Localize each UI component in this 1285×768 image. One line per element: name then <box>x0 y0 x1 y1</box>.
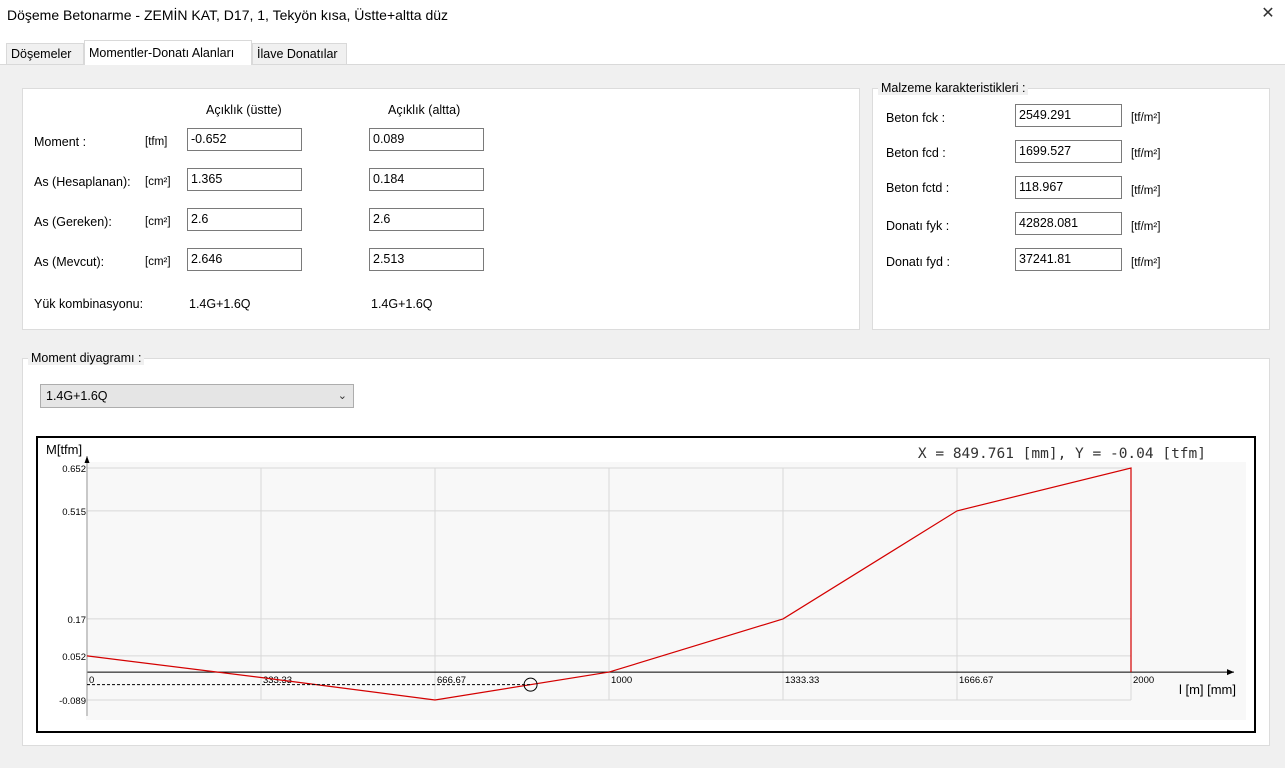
fyk-field[interactable]: 42828.081 <box>1015 212 1122 235</box>
fcd-field[interactable]: 1699.527 <box>1015 140 1122 163</box>
x-tick-label: 1666.67 <box>959 675 993 686</box>
plot-area <box>86 462 1246 720</box>
window-title: Döşeme Betonarme - ZEMİN KAT, D17, 1, Te… <box>7 7 449 23</box>
series-layer <box>86 467 1132 701</box>
as-calc-bottom-field[interactable]: 0.184 <box>369 168 484 191</box>
fctd-unit: [tf/m²] <box>1131 185 1161 197</box>
x-tick-label: 1333.33 <box>785 675 819 686</box>
as-exist-top-field[interactable]: 2.646 <box>187 248 302 271</box>
x-tick-label: 2000 <box>1133 675 1154 686</box>
as-exist-bottom-field[interactable]: 2.513 <box>369 248 484 271</box>
moment-unit: [tfm] <box>145 136 168 148</box>
load-combo-top: 1.4G+1.6Q <box>189 297 251 311</box>
close-icon[interactable]: ✕ <box>1261 5 1275 22</box>
fck-unit: [tf/m²] <box>1131 112 1161 124</box>
fcd-label: Beton fcd : <box>886 146 946 160</box>
cursor-readout: X = 849.761 [mm], Y = -0.04 [tfm] <box>918 446 1206 462</box>
fck-label: Beton fck : <box>886 111 946 125</box>
x-tick-label: 1000 <box>611 675 632 686</box>
fck-field[interactable]: 2549.291 <box>1015 104 1122 127</box>
y-axis-label: M[tfm] <box>46 442 82 457</box>
as-calc-label: As (Hesaplanan): <box>34 175 131 189</box>
x-tick-label: 333.33 <box>263 675 292 686</box>
fyd-unit: [tf/m²] <box>1131 257 1161 269</box>
grid-lines <box>87 467 1132 701</box>
as-req-label: As (Gereken): <box>34 215 112 229</box>
y-tick-label: 0.515 <box>62 507 86 518</box>
tab-ilave-donatilar[interactable]: İlave Donatılar <box>252 43 347 64</box>
header-span-top: Açıklık (üstte) <box>206 103 282 117</box>
as-calc-top-field[interactable]: 1.365 <box>187 168 302 191</box>
x-axis-arrow <box>1227 669 1234 676</box>
as-req-bottom-field[interactable]: 2.6 <box>369 208 484 231</box>
y-axis-arrow <box>84 456 90 463</box>
fyd-field[interactable]: 37241.81 <box>1015 248 1122 271</box>
chevron-down-icon[interactable]: ⌄ <box>337 390 347 402</box>
y-tick-label: 0.17 <box>68 615 87 626</box>
as-calc-unit: [cm²] <box>145 176 171 188</box>
tab-strip-line <box>0 64 1285 65</box>
fyk-unit: [tf/m²] <box>1131 221 1161 233</box>
y-tick-label: -0.089 <box>59 696 86 707</box>
y-tick-label: 0.052 <box>62 652 86 663</box>
cursor-marker <box>523 677 538 692</box>
x-tick-label: 666.67 <box>437 675 466 686</box>
y-tick-label: 0.652 <box>62 464 86 475</box>
tab-momentler[interactable]: Momentler-Donatı Alanları <box>84 40 252 65</box>
moment-bottom-field[interactable]: 0.089 <box>369 128 484 151</box>
fyk-label: Donatı fyk : <box>886 219 950 233</box>
x-axis-label: l [m] [mm] <box>1179 682 1236 697</box>
axes <box>84 456 1234 716</box>
fyd-label: Donatı fyd : <box>886 255 950 269</box>
as-req-top-field[interactable]: 2.6 <box>187 208 302 231</box>
moment-top-field[interactable]: -0.652 <box>187 128 302 151</box>
as-req-unit: [cm²] <box>145 216 171 228</box>
moment-line <box>86 467 1132 701</box>
material-legend: Malzeme karakteristikleri : <box>878 81 1029 95</box>
fctd-label: Beton fctd : <box>886 181 950 195</box>
header-span-bottom: Açıklık (altta) <box>388 103 461 117</box>
as-exist-label: As (Mevcut): <box>34 255 105 269</box>
x-tick-label: 0 <box>89 675 94 686</box>
load-combo-bottom: 1.4G+1.6Q <box>371 297 433 311</box>
fctd-field[interactable]: 118.967 <box>1015 176 1122 199</box>
fcd-unit: [tf/m²] <box>1131 148 1161 160</box>
load-combo-select-value: 1.4G+1.6Q <box>46 389 108 403</box>
tab-doseme[interactable]: Döşemeler <box>6 43 84 64</box>
as-exist-unit: [cm²] <box>145 256 171 268</box>
load-combo-label: Yük kombinasyonu: <box>34 297 144 311</box>
material-group <box>872 88 1270 330</box>
moment-diagram-legend: Moment diyagramı : <box>28 351 145 365</box>
load-combo-select[interactable]: 1.4G+1.6Q ⌄ <box>40 384 354 408</box>
cursor-layer <box>87 677 538 692</box>
moment-label: Moment : <box>34 135 87 149</box>
